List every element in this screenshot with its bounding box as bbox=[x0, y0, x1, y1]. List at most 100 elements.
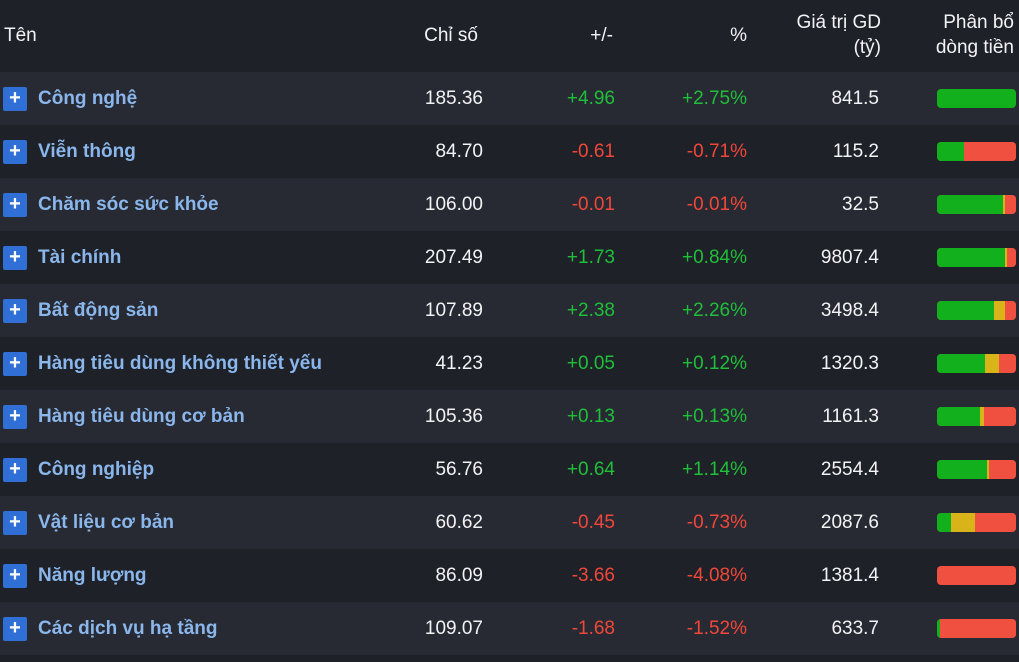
header-money-flow-line1: Phân bổ bbox=[943, 12, 1014, 33]
money-flow-bar bbox=[937, 195, 1016, 214]
change-value: -0.45 bbox=[571, 512, 615, 533]
table-row: + Hàng tiêu dùng không thiết yếu 41.23 +0.0… bbox=[0, 337, 1019, 390]
trade-value: 1381.4 bbox=[820, 565, 879, 586]
plus-icon[interactable]: + bbox=[3, 617, 27, 641]
table-row: + Chăm sóc sức khỏe 106.00 -0.01 -0.01% 32.5 bbox=[0, 178, 1019, 231]
flow-segment-red bbox=[989, 460, 1016, 479]
plus-icon[interactable]: + bbox=[3, 405, 27, 429]
flow-segment-yellow bbox=[1004, 248, 1008, 267]
header-change[interactable]: +/- bbox=[590, 25, 613, 46]
percent-change: +0.12% bbox=[682, 353, 747, 374]
trade-value: 1161.3 bbox=[822, 406, 879, 427]
table-row: + Công nghiệp 56.76 +0.64 +1.14% 2554.4 bbox=[0, 443, 1019, 496]
index-value: 56.76 bbox=[435, 459, 483, 480]
index-value: 60.62 bbox=[435, 512, 483, 533]
plus-icon[interactable]: + bbox=[3, 352, 27, 376]
change-value: +1.73 bbox=[566, 247, 615, 268]
percent-change: +1.14% bbox=[682, 459, 747, 480]
flow-segment-red bbox=[984, 407, 1016, 426]
money-flow-bar bbox=[937, 301, 1016, 320]
trade-value: 2554.4 bbox=[820, 459, 879, 480]
header-percent[interactable]: % bbox=[730, 25, 747, 46]
plus-icon[interactable]: + bbox=[3, 140, 27, 164]
header-index[interactable]: Chỉ số bbox=[424, 25, 478, 46]
flow-segment-yellow bbox=[979, 407, 985, 426]
money-flow-bar bbox=[937, 89, 1016, 108]
index-value: 207.49 bbox=[424, 247, 483, 268]
money-flow-bar bbox=[937, 407, 1016, 426]
sector-name[interactable]: Chăm sóc sức khỏe bbox=[38, 194, 219, 215]
flow-segment-red bbox=[974, 513, 1016, 532]
flow-segment-yellow bbox=[1002, 195, 1005, 214]
percent-change: -0.01% bbox=[686, 194, 747, 215]
table-row: + Năng lượng 86.09 -3.66 -4.08% 1381.4 bbox=[0, 549, 1019, 602]
flow-segment-red bbox=[1004, 195, 1016, 214]
trade-value: 841.5 bbox=[831, 88, 879, 109]
flow-segment-green bbox=[937, 407, 980, 426]
sector-name[interactable]: Hàng tiêu dùng không thiết yếu bbox=[38, 353, 322, 374]
plus-icon[interactable]: + bbox=[3, 299, 27, 323]
header-money-flow[interactable]: Phân bổ dòng tiền bbox=[936, 10, 1014, 60]
header-trade-value-line1: Giá trị GD bbox=[796, 12, 881, 33]
percent-change: +2.75% bbox=[682, 88, 747, 109]
table-row: + Vật liệu cơ bản 60.62 -0.45 -0.73% 2087.6 bbox=[0, 496, 1019, 549]
money-flow-bar bbox=[937, 142, 1016, 161]
trade-value: 9807.4 bbox=[820, 247, 879, 268]
trade-value: 633.7 bbox=[831, 618, 879, 639]
trade-value: 3498.4 bbox=[820, 300, 879, 321]
table-row: + Hàng tiêu dùng cơ bản 105.36 +0.13 +0.13% 1… bbox=[0, 390, 1019, 443]
sector-name[interactable]: Bất động sản bbox=[38, 300, 159, 321]
header-trade-value[interactable]: Giá trị GD (tỷ) bbox=[797, 10, 881, 60]
table-row: + Công nghệ 185.36 +4.96 +2.75% 841.5 bbox=[0, 72, 1019, 125]
percent-change: -4.08% bbox=[686, 565, 747, 586]
sector-name[interactable]: Vật liệu cơ bản bbox=[38, 512, 174, 533]
sector-name[interactable]: Công nghiệp bbox=[38, 459, 155, 480]
plus-icon[interactable]: + bbox=[3, 193, 27, 217]
percent-change: +2.26% bbox=[682, 300, 747, 321]
flow-segment-yellow bbox=[985, 354, 1000, 373]
sector-name[interactable]: Hàng tiêu dùng cơ bản bbox=[38, 406, 245, 427]
flow-segment-red bbox=[1007, 248, 1016, 267]
index-value: 185.36 bbox=[424, 88, 483, 109]
plus-icon[interactable]: + bbox=[3, 458, 27, 482]
index-value: 86.09 bbox=[435, 565, 483, 586]
flow-segment-green bbox=[937, 460, 987, 479]
flow-segment-green bbox=[937, 619, 941, 638]
index-value: 41.23 bbox=[435, 353, 483, 374]
sector-name[interactable]: Các dịch vụ hạ tầng bbox=[38, 618, 218, 639]
flow-segment-red bbox=[963, 142, 1016, 161]
flow-segment-red bbox=[1004, 301, 1016, 320]
change-value: -1.68 bbox=[571, 618, 615, 639]
money-flow-bar bbox=[937, 619, 1016, 638]
money-flow-bar bbox=[937, 354, 1016, 373]
sector-name[interactable]: Viễn thông bbox=[38, 141, 136, 162]
change-value: -3.66 bbox=[571, 565, 615, 586]
money-flow-bar bbox=[937, 248, 1016, 267]
index-value: 106.00 bbox=[424, 194, 483, 215]
plus-icon[interactable]: + bbox=[3, 564, 27, 588]
index-value: 84.70 bbox=[435, 141, 483, 162]
flow-segment-green bbox=[937, 513, 952, 532]
flow-segment-green bbox=[937, 248, 1005, 267]
change-value: -0.01 bbox=[571, 194, 615, 215]
header-name[interactable]: Tên bbox=[4, 25, 37, 46]
sector-name[interactable]: Công nghệ bbox=[38, 88, 138, 109]
flow-segment-green bbox=[937, 301, 994, 320]
flow-segment-red bbox=[999, 354, 1016, 373]
change-value: +0.13 bbox=[566, 406, 615, 427]
table-row: + Tài chính 207.49 +1.73 +0.84% 9807.4 bbox=[0, 231, 1019, 284]
money-flow-bar bbox=[937, 513, 1016, 532]
sector-name[interactable]: Tài chính bbox=[38, 247, 122, 268]
plus-icon[interactable]: + bbox=[3, 511, 27, 535]
change-value: +4.96 bbox=[566, 88, 615, 109]
sector-name[interactable]: Năng lượng bbox=[38, 565, 147, 586]
plus-icon[interactable]: + bbox=[3, 87, 27, 111]
percent-change: +0.84% bbox=[682, 247, 747, 268]
money-flow-bar bbox=[937, 460, 1016, 479]
flow-segment-green bbox=[937, 354, 986, 373]
header-trade-value-line2: (tỷ) bbox=[853, 37, 881, 58]
change-value: -0.61 bbox=[571, 141, 615, 162]
plus-icon[interactable]: + bbox=[3, 246, 27, 270]
table-header: Tên Chỉ số +/- % Giá trị GD (tỷ) Phân bổ… bbox=[0, 0, 1019, 72]
flow-segment-yellow bbox=[951, 513, 975, 532]
